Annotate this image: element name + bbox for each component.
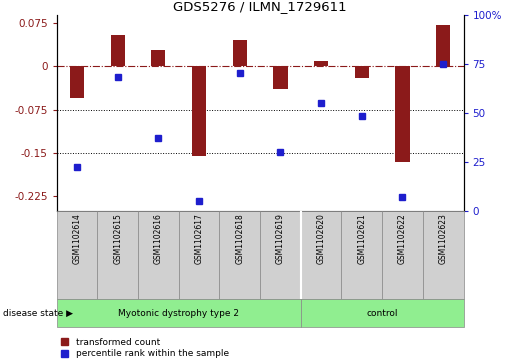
- Bar: [151, 50, 165, 66]
- Bar: [111, 35, 125, 66]
- Bar: [355, 66, 369, 78]
- Text: GSM1102616: GSM1102616: [154, 213, 163, 264]
- Text: GSM1102615: GSM1102615: [113, 213, 122, 264]
- Text: GSM1102620: GSM1102620: [317, 213, 325, 264]
- Text: GSM1102614: GSM1102614: [73, 213, 81, 264]
- Text: GSM1102622: GSM1102622: [398, 213, 407, 264]
- Bar: [138, 211, 179, 299]
- Text: GSM1102618: GSM1102618: [235, 213, 244, 264]
- Bar: [301, 299, 464, 327]
- Text: control: control: [366, 309, 398, 318]
- Bar: [97, 211, 138, 299]
- Text: Myotonic dystrophy type 2: Myotonic dystrophy type 2: [118, 309, 239, 318]
- Text: GSM1102623: GSM1102623: [439, 213, 448, 264]
- Title: GDS5276 / ILMN_1729611: GDS5276 / ILMN_1729611: [173, 0, 347, 13]
- Bar: [70, 66, 84, 98]
- Text: GSM1102617: GSM1102617: [195, 213, 203, 264]
- Bar: [57, 211, 97, 299]
- Bar: [382, 211, 423, 299]
- Bar: [314, 61, 328, 66]
- Bar: [396, 66, 409, 162]
- Bar: [260, 211, 301, 299]
- Text: GSM1102619: GSM1102619: [276, 213, 285, 264]
- Text: disease state ▶: disease state ▶: [3, 309, 73, 317]
- Bar: [423, 211, 464, 299]
- Bar: [436, 25, 450, 66]
- Legend: transformed count, percentile rank within the sample: transformed count, percentile rank withi…: [61, 338, 229, 359]
- Bar: [273, 66, 287, 89]
- Bar: [179, 211, 219, 299]
- Bar: [301, 211, 341, 299]
- Text: GSM1102621: GSM1102621: [357, 213, 366, 264]
- Bar: [57, 299, 301, 327]
- Bar: [192, 66, 206, 156]
- Bar: [233, 40, 247, 66]
- Bar: [219, 211, 260, 299]
- Bar: [341, 211, 382, 299]
